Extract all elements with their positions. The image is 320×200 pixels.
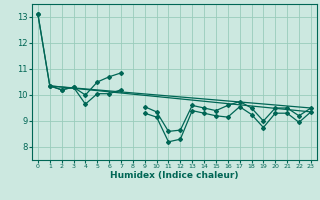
X-axis label: Humidex (Indice chaleur): Humidex (Indice chaleur) [110, 171, 239, 180]
